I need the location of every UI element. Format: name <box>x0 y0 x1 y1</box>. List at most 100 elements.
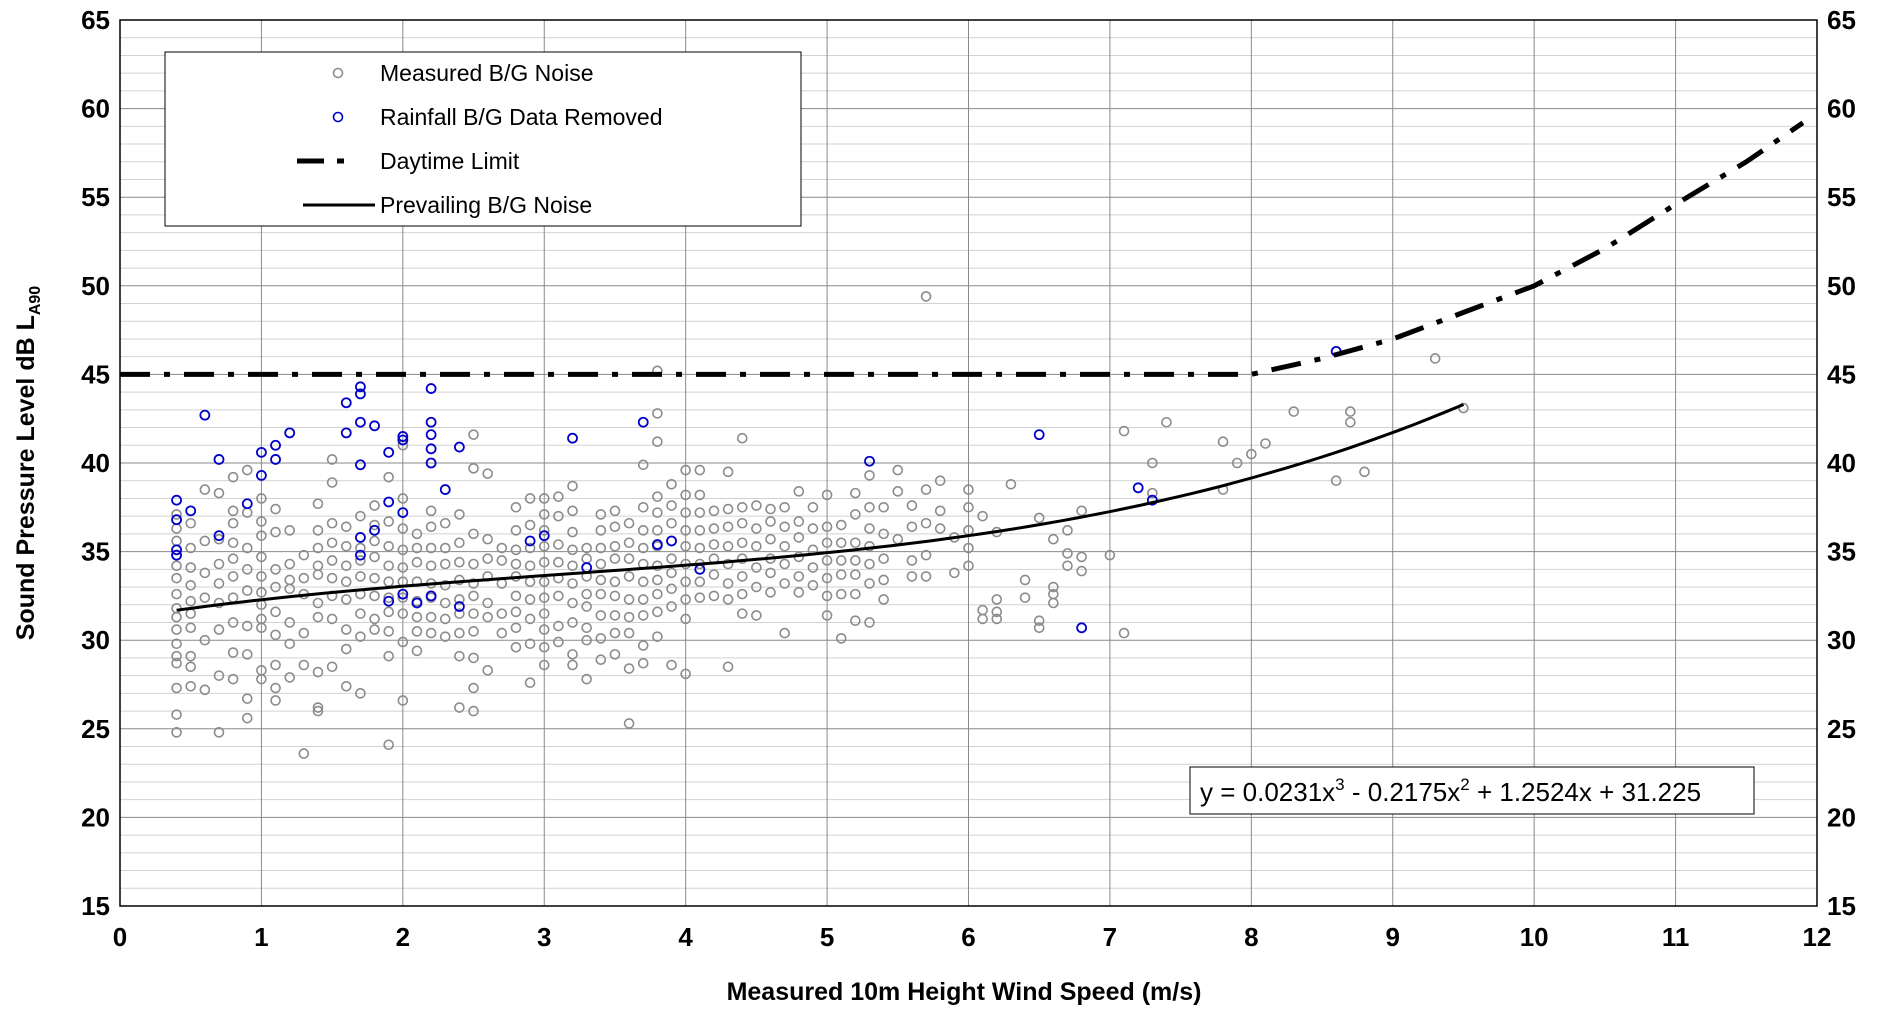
measured-point <box>439 558 451 570</box>
rainfall-point <box>185 505 197 517</box>
rainfall-point <box>1076 622 1088 634</box>
measured-point <box>185 661 197 673</box>
measured-point <box>1076 551 1087 563</box>
measured-point <box>666 553 677 564</box>
measured-point <box>637 459 649 471</box>
y-axis-title-subscript: A90 <box>27 286 44 315</box>
measured-point <box>171 509 182 520</box>
measured-point <box>680 668 691 680</box>
measured-point <box>722 540 734 552</box>
measured-point <box>779 501 790 513</box>
measured-point <box>779 521 790 533</box>
y-tick-label-left: 45 <box>81 359 110 389</box>
measured-point <box>934 523 946 534</box>
measured-point <box>609 521 621 533</box>
measured-point <box>736 571 748 582</box>
measured-point <box>1147 487 1158 499</box>
measured-point <box>963 560 974 572</box>
measured-point <box>1147 457 1158 469</box>
x-tick-label: 10 <box>1520 922 1549 952</box>
measured-point <box>397 562 409 573</box>
measured-point <box>581 673 592 685</box>
equation-exponent-2: 2 <box>1460 775 1469 794</box>
measured-point <box>454 608 465 619</box>
rainfall-point <box>637 416 649 428</box>
measured-point <box>708 590 720 602</box>
rainfall-point <box>213 530 225 542</box>
measured-point <box>369 624 380 635</box>
measured-point <box>213 558 225 570</box>
measured-point <box>821 489 833 501</box>
measured-point <box>468 578 479 589</box>
measured-point <box>213 624 225 635</box>
measured-point <box>652 491 663 502</box>
y-tick-label-left: 40 <box>81 448 110 478</box>
measured-point <box>722 594 734 605</box>
measured-point <box>171 572 182 584</box>
measured-point <box>241 542 253 554</box>
measured-point <box>1118 425 1130 437</box>
measured-point <box>736 432 748 444</box>
measured-point <box>312 666 324 678</box>
measured-point <box>666 567 677 579</box>
measured-point <box>256 587 267 598</box>
measured-point <box>1019 592 1031 603</box>
measured-point <box>595 509 607 520</box>
measured-point <box>850 588 861 600</box>
measured-point <box>227 553 239 564</box>
measured-point <box>680 540 691 552</box>
measured-point <box>821 590 833 602</box>
measured-point <box>227 647 239 658</box>
measured-point <box>411 542 423 554</box>
measured-point <box>765 503 776 515</box>
measured-point <box>468 590 479 602</box>
measured-point <box>256 551 267 563</box>
rainfall-point <box>397 507 409 519</box>
measured-point <box>355 571 366 582</box>
rainfall-point <box>383 446 395 458</box>
measured-point <box>850 569 861 580</box>
measured-point <box>270 503 281 515</box>
measured-point <box>623 663 635 674</box>
measured-point <box>326 555 338 566</box>
x-tick-label: 4 <box>678 922 693 952</box>
measured-point <box>609 576 621 588</box>
measured-point <box>199 484 211 495</box>
measured-point <box>538 493 550 504</box>
measured-point <box>355 555 366 566</box>
rainfall-point <box>411 597 423 609</box>
measured-point <box>425 560 437 572</box>
measured-point <box>355 688 366 699</box>
rainfall-point <box>256 470 267 481</box>
rainfall-point <box>439 484 451 495</box>
measured-point <box>835 519 847 531</box>
measured-point <box>1048 533 1059 545</box>
measured-point <box>623 571 635 582</box>
measured-point <box>340 643 352 655</box>
measured-point <box>694 576 706 588</box>
measured-point <box>1217 436 1229 448</box>
measured-point <box>864 501 875 513</box>
measured-point <box>355 542 366 554</box>
measured-point <box>652 507 663 518</box>
measured-point <box>581 553 592 564</box>
measured-point <box>496 555 508 566</box>
measured-point <box>680 507 691 518</box>
measured-point <box>326 477 338 488</box>
rainfall-point <box>171 544 182 556</box>
measured-point <box>977 510 988 522</box>
measured-point <box>326 572 338 584</box>
x-tick-label: 11 <box>1662 922 1690 952</box>
measured-point <box>567 544 578 556</box>
measured-point <box>270 629 281 641</box>
measured-point <box>227 617 239 628</box>
measured-point <box>298 549 310 561</box>
measured-point <box>397 592 409 603</box>
measured-point <box>991 594 1003 605</box>
measured-point <box>454 509 465 520</box>
measured-point <box>510 641 522 653</box>
measured-point <box>227 471 239 483</box>
measured-point <box>652 631 663 642</box>
measured-point <box>227 537 239 549</box>
measured-point <box>920 517 932 529</box>
